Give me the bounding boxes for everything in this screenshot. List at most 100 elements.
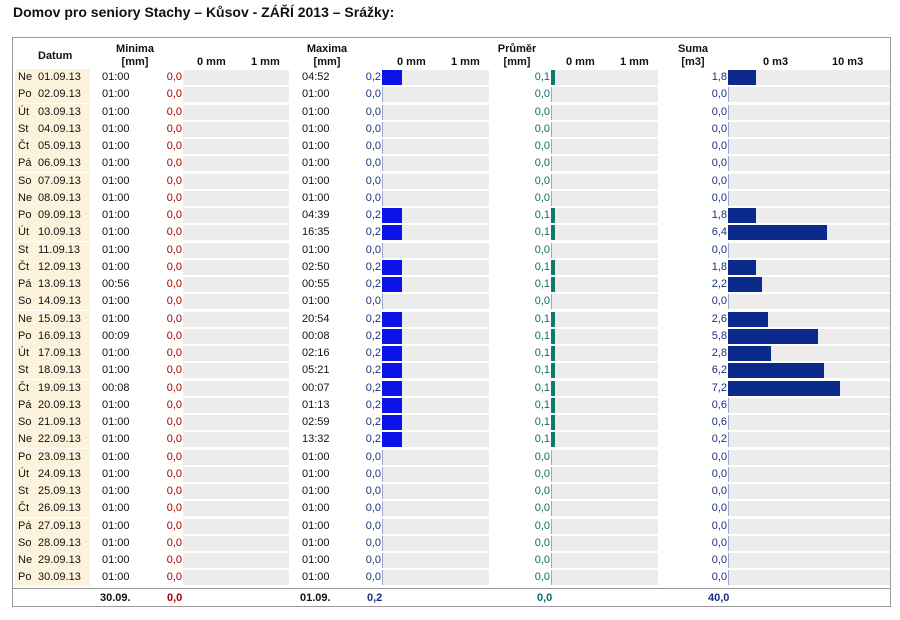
row-min-value: 0,0 [166, 364, 182, 377]
row-avg-value: 0,1 [534, 329, 550, 342]
row-date: 20.09.13 [38, 398, 81, 411]
row-max-time: 01:00 [302, 88, 330, 101]
suma-bar-track [728, 139, 890, 154]
maxima-bar-track [382, 242, 489, 258]
suma-baseline [728, 484, 729, 499]
suma-bar-track [728, 449, 890, 465]
row-avg-value: 0,0 [534, 174, 550, 187]
row-max-value: 0,0 [365, 502, 381, 515]
row-max-time: 00:07 [302, 381, 330, 394]
prumer-baseline [551, 87, 552, 103]
minima-bar-track [183, 553, 289, 568]
row-avg-value: 0,1 [534, 347, 550, 359]
row-day: Ne [18, 191, 33, 204]
date-cell-bg [15, 552, 90, 569]
prumer-baseline [551, 553, 552, 568]
row-day: Po [18, 209, 32, 221]
row-min-time: 00:08 [102, 381, 130, 394]
maxima-bar-track [382, 553, 489, 568]
maxima-bar [382, 259, 403, 275]
row-max-value: 0,0 [365, 519, 381, 532]
row-min-time: 01:00 [102, 209, 130, 221]
minima-bar-track [183, 139, 289, 154]
row-max-value: 0,0 [365, 243, 381, 256]
row-date: 11.09.13 [38, 243, 81, 256]
total-min-date: 30.09. [100, 592, 131, 604]
maxima-baseline [382, 104, 383, 120]
prumer-bar [551, 415, 556, 430]
row-min-time: 01:00 [102, 347, 130, 359]
prumer-bar-track [551, 121, 658, 137]
date-cell-bg [15, 207, 90, 224]
date-cell-bg [15, 465, 90, 483]
maxima-bar-track [382, 87, 489, 103]
row-min-value: 0,0 [166, 467, 182, 480]
row-min-value: 0,0 [166, 157, 182, 170]
row-sum-value: 0,0 [711, 140, 727, 152]
maxima-baseline [382, 570, 383, 586]
suma-baseline [728, 173, 729, 189]
row-avg-value: 0,1 [534, 278, 550, 290]
suma-bar-track [728, 156, 890, 172]
prumer-bar [551, 432, 556, 448]
maxima-bar-track [382, 432, 489, 448]
row-max-time: 05:21 [302, 364, 330, 377]
row-day: Pá [18, 278, 32, 290]
prumer-baseline [551, 190, 552, 206]
row-day: So [18, 295, 32, 308]
row-date: 28.09.13 [38, 536, 81, 549]
prumer-bar-track [551, 173, 658, 189]
row-min-time: 00:09 [102, 329, 130, 342]
suma-bar [728, 363, 825, 379]
row-sum-value: 0,0 [711, 191, 727, 204]
row-min-time: 01:00 [102, 174, 130, 187]
row-max-time: 01:13 [302, 398, 330, 411]
maxima-bar-track [382, 173, 489, 189]
row-date: 19.09.13 [38, 381, 81, 394]
suma-bar-track [728, 311, 890, 327]
minima-bar-track [183, 190, 289, 206]
maxima-baseline [382, 553, 383, 568]
header-maxima: Maxima [mm] [306, 43, 348, 68]
maxima-bar-track [382, 190, 489, 206]
row-max-value: 0,2 [365, 329, 381, 342]
row-max-time: 01:00 [302, 157, 330, 170]
prumer-bar-track [551, 466, 658, 482]
prumer-baseline [551, 466, 552, 482]
row-max-value: 0,2 [365, 226, 381, 239]
row-min-value: 0,0 [166, 191, 182, 204]
row-min-time: 01:00 [102, 122, 130, 135]
maxima-bar-track [382, 380, 489, 396]
suma-baseline [728, 570, 729, 586]
row-min-time: 01:00 [102, 157, 130, 170]
row-min-time: 01:00 [102, 364, 130, 377]
maxima-baseline [382, 501, 383, 517]
prumer-bar-track [551, 104, 658, 120]
row-day: So [18, 536, 32, 549]
row-avg-value: 0,0 [534, 554, 550, 566]
row-avg-value: 0,0 [534, 140, 550, 152]
total-min-value: 0,0 [167, 592, 183, 604]
maxima-bar-track [382, 156, 489, 172]
page-title: Domov pro seniory Stachy – Kůsov - ZÁŘÍ … [13, 4, 395, 20]
prumer-bar [551, 259, 556, 275]
row-max-time: 01:00 [302, 450, 330, 463]
row-date: 10.09.13 [38, 226, 81, 239]
maxima-bar [382, 432, 403, 448]
date-cell-bg [15, 224, 90, 242]
prumer-bar-track [551, 501, 658, 517]
row-day: St [18, 243, 29, 256]
prumer-baseline [551, 156, 552, 172]
row-max-time: 01:00 [302, 536, 330, 549]
row-day: So [18, 174, 32, 187]
row-min-value: 0,0 [166, 485, 182, 497]
row-avg-value: 0,1 [534, 433, 550, 446]
suma-bar [728, 70, 756, 85]
prumer-bar-track [551, 259, 658, 275]
suma-baseline [728, 466, 729, 482]
row-max-value: 0,2 [365, 381, 381, 394]
row-date: 25.09.13 [38, 485, 81, 497]
row-day: Po [18, 88, 32, 101]
maxima-baseline [382, 449, 383, 465]
date-cell-bg [15, 517, 90, 535]
